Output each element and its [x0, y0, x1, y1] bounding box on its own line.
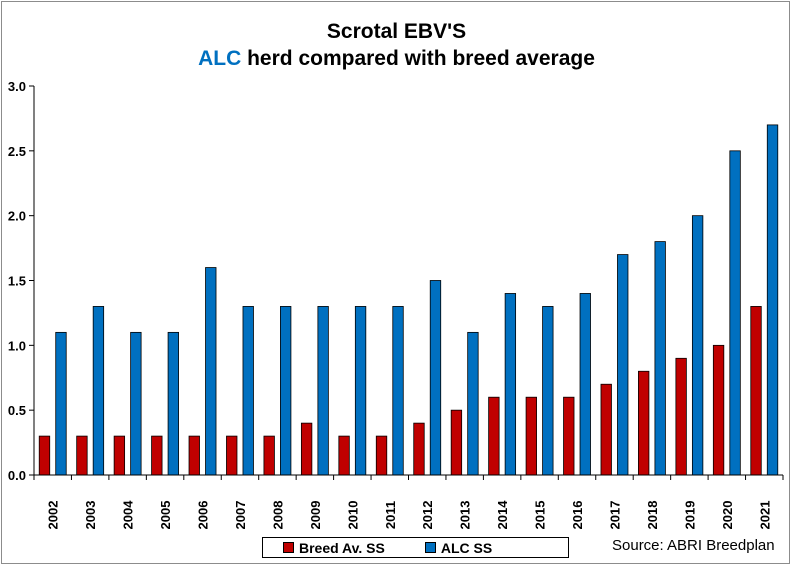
chart-title-rest: herd compared with breed average [241, 47, 595, 70]
y-axis-ticks: 0.0 0.5 1.0 1.5 2.0 2.5 3.0 [8, 79, 34, 483]
bar-breed-2005 [151, 435, 163, 476]
bar-breed-2015 [525, 396, 537, 476]
x-tick-label: 2015 [533, 501, 548, 530]
bar-breed-2014 [488, 396, 500, 476]
x-tick-label: 2005 [158, 501, 173, 530]
x-tick-label: 2017 [607, 501, 622, 530]
x-tick-label: 2011 [383, 501, 398, 529]
bar-breed-2007 [226, 435, 238, 476]
y-tick-label: 0.5 [8, 403, 26, 418]
bar-alc-2021 [766, 124, 779, 476]
x-tick-label: 2006 [196, 501, 211, 530]
bar-alc-2003 [92, 306, 105, 476]
bar-alc-2012 [429, 280, 442, 476]
bar-breed-2012 [413, 422, 425, 476]
x-tick-label: 2016 [570, 501, 585, 530]
bars [38, 124, 779, 476]
bar-breed-2004 [113, 435, 126, 476]
chart-title-accent: ALC [198, 47, 242, 70]
x-tick-label: 2012 [420, 501, 435, 530]
x-tick-label: 2018 [645, 501, 660, 530]
bar-alc-2002 [55, 331, 67, 476]
bar-breed-2006 [188, 435, 200, 476]
bar-alc-2005 [167, 331, 179, 476]
x-axis-ticks: 2002 2003 2004 2005 2006 2007 2008 2009 2010 2011… [33, 475, 784, 530]
x-tick-label: 2004 [121, 500, 136, 530]
bar-breed-2019 [675, 357, 687, 476]
bar-breed-2013 [450, 409, 463, 476]
bar-alc-2015 [542, 306, 554, 476]
bar-alc-2006 [205, 267, 217, 476]
bar-breed-2003 [76, 435, 88, 476]
bar-alc-2013 [467, 331, 479, 476]
bar-alc-2020 [729, 150, 741, 476]
y-tick-label: 0.0 [8, 468, 26, 483]
bar-breed-2020 [712, 344, 725, 476]
y-tick-label: 2.5 [8, 144, 26, 159]
bar-alc-2009 [317, 306, 329, 476]
x-tick-label: 2019 [682, 501, 697, 530]
bar-breed-2011 [375, 435, 388, 476]
bar-alc-2018 [654, 241, 666, 476]
bar-breed-2017 [600, 383, 612, 476]
bar-breed-2018 [638, 370, 650, 476]
bar-breed-2008 [263, 435, 275, 476]
chart-title-line1: Scrotal EBV'S [326, 20, 467, 43]
x-tick-label: 2008 [270, 501, 285, 530]
x-tick-label: 2014 [495, 500, 510, 530]
bar-alc-2017 [617, 254, 629, 476]
bar-alc-2014 [504, 293, 517, 476]
bar-breed-2009 [300, 422, 313, 476]
bar-breed-2010 [338, 435, 350, 476]
legend-item-alc: ALC SS [424, 539, 493, 556]
legend: Breed Av. SS ALC SS [262, 537, 569, 558]
x-tick-label: 2007 [233, 501, 248, 530]
y-tick-label: 2.0 [8, 209, 26, 224]
y-tick-label: 1.5 [8, 274, 26, 289]
x-tick-label: 2002 [46, 501, 61, 530]
legend-swatch-alc [424, 542, 436, 553]
legend-item-breed: Breed Av. SS [283, 540, 385, 556]
x-tick-label: 2003 [83, 501, 98, 530]
bar-alc-2016 [579, 293, 591, 476]
bar-alc-2004 [130, 331, 142, 476]
chart-title-line2: ALC herd compared with breed average [0, 45, 793, 72]
y-tick-label: 3.0 [8, 79, 26, 94]
legend-label-alc: ALC SS [440, 539, 493, 556]
y-tick-label: 1.0 [8, 338, 26, 353]
x-tick-label: 2013 [458, 501, 473, 530]
x-tick-label: 2021 [757, 501, 772, 530]
x-tick-label: 2009 [308, 501, 323, 530]
chart-title: Scrotal EBV'S ALC herd compared with bre… [0, 18, 793, 72]
bar-alc-2007 [242, 306, 254, 476]
bar-breed-2021 [750, 306, 762, 476]
legend-swatch-breed [283, 542, 294, 553]
x-tick-label: 2010 [345, 501, 360, 530]
bar-alc-2008 [280, 306, 292, 476]
bar-alc-2019 [691, 215, 704, 476]
bar-alc-2011 [392, 306, 404, 476]
bar-breed-2016 [563, 396, 575, 476]
bar-alc-2010 [354, 306, 367, 476]
source-note: Source: ABRI Breedplan [612, 537, 775, 554]
bar-breed-2002 [38, 435, 51, 476]
legend-label-breed: Breed Av. SS [299, 539, 385, 556]
x-tick-label: 2020 [720, 501, 735, 530]
